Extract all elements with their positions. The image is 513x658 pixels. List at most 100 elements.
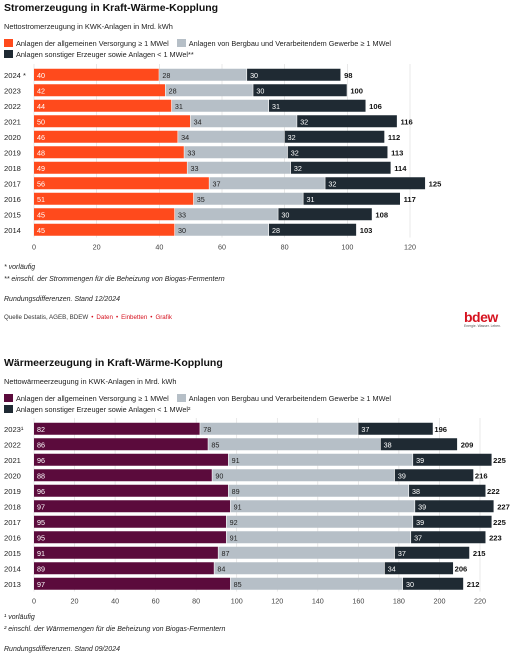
- waerme-bar-segment-1[interactable]: [34, 546, 218, 559]
- waerme-bar-segment-3[interactable]: [409, 484, 486, 497]
- waerme-bar-segment-3[interactable]: [394, 469, 474, 482]
- strom-bar-value-label: 28: [272, 226, 280, 235]
- strom-bar-segment-1[interactable]: [34, 99, 172, 112]
- waerme-bar-value-label: 90: [215, 471, 223, 480]
- link-daten[interactable]: Daten: [96, 314, 113, 321]
- strom-y-category-label: 2018: [4, 164, 21, 173]
- waerme-bar-segment-3[interactable]: [384, 562, 454, 575]
- link-grafik[interactable]: Grafik: [155, 314, 172, 321]
- strom-bar-value-label: 32: [288, 133, 296, 142]
- strom-legend-item-bergbau[interactable]: Anlagen von Bergbau und Verarbeitendem G…: [176, 38, 392, 49]
- strom-bar-segment-3[interactable]: [278, 208, 372, 221]
- strom-bar-segment-1[interactable]: [34, 161, 187, 174]
- strom-bar-segment-2[interactable]: [187, 161, 291, 174]
- strom-bar-segment-1[interactable]: [34, 146, 184, 159]
- strom-bar-segment-1[interactable]: [34, 84, 165, 97]
- waerme-bar-segment-1[interactable]: [34, 453, 229, 466]
- waerme-legend-item-versorgung[interactable]: Anlagen der allgemeinen Versorgung ≥ 1 M…: [4, 393, 169, 404]
- strom-legend-item-versorgung[interactable]: Anlagen der allgemeinen Versorgung ≥ 1 M…: [4, 38, 169, 49]
- strom-bar-segment-3[interactable]: [297, 115, 397, 128]
- waerme-bar-segment-1[interactable]: [34, 515, 226, 528]
- strom-bar-segment-2[interactable]: [175, 208, 278, 221]
- strom-bar-segment-2[interactable]: [165, 84, 253, 97]
- waerme-bar-segment-2[interactable]: [228, 484, 409, 497]
- waerme-bar-segment-3[interactable]: [394, 546, 470, 559]
- strom-bar-segment-3[interactable]: [269, 223, 357, 236]
- waerme-bar-segment-3[interactable]: [413, 453, 492, 466]
- strom-total-label: 112: [388, 133, 400, 142]
- strom-bar-value-label: 46: [37, 133, 45, 142]
- waerme-bar-segment-3[interactable]: [402, 577, 464, 590]
- strom-bar-segment-3[interactable]: [253, 84, 347, 97]
- strom-x-tick-label: 100: [341, 243, 353, 252]
- strom-bar-segment-3[interactable]: [269, 99, 366, 112]
- waerme-bar-segment-1[interactable]: [34, 438, 208, 451]
- waerme-bar-segment-3[interactable]: [411, 531, 486, 544]
- strom-bar-value-label: 50: [37, 117, 45, 126]
- strom-bar-segment-2[interactable]: [209, 177, 325, 190]
- link-einbetten[interactable]: Einbetten: [121, 314, 148, 321]
- waerme-chart-svg: 0 20 40 60 80 100 120 140 160 180 200 220 2023¹ 82 78 3…: [4, 418, 510, 606]
- strom-bar-segment-1[interactable]: [34, 115, 191, 128]
- waerme-bar-segment-2[interactable]: [214, 562, 385, 575]
- waerme-bar-segment-3[interactable]: [380, 438, 458, 451]
- strom-bar-segment-2[interactable]: [190, 115, 297, 128]
- waerme-legend-item-sonstige[interactable]: Anlagen sonstiger Erzeuger sowie Anlagen…: [4, 404, 190, 415]
- strom-legend-item-sonstige[interactable]: Anlagen sonstiger Erzeuger sowie Anlagen…: [4, 49, 194, 60]
- waerme-bar-segment-3[interactable]: [358, 422, 433, 435]
- waerme-bar-value-label: 88: [37, 471, 45, 480]
- waerme-x-tick-label: 160: [352, 597, 364, 606]
- strom-bar-segment-3[interactable]: [247, 68, 341, 81]
- strom-bar-segment-1[interactable]: [34, 192, 194, 205]
- waerme-bar-value-label: 97: [37, 502, 45, 511]
- legend-swatch: [176, 39, 186, 47]
- strom-bar-segment-2[interactable]: [193, 192, 303, 205]
- strom-bar-segment-1[interactable]: [34, 177, 209, 190]
- strom-bar-segment-2[interactable]: [184, 146, 288, 159]
- strom-bar-value-label: 33: [187, 148, 195, 157]
- waerme-bar-value-label: 39: [416, 456, 424, 465]
- bdew-logo[interactable]: bdew Energie. Wasser. Leben.: [464, 310, 508, 330]
- waerme-bar-segment-1[interactable]: [34, 469, 212, 482]
- waerme-bar-segment-1[interactable]: [34, 484, 229, 497]
- waerme-bar-segment-1[interactable]: [34, 500, 231, 513]
- waerme-bar-segment-1[interactable]: [34, 531, 226, 544]
- waerme-bar-segment-1[interactable]: [34, 562, 214, 575]
- strom-bar-segment-1[interactable]: [34, 130, 178, 143]
- strom-bar-segment-2[interactable]: [178, 130, 285, 143]
- legend-label: Anlagen von Bergbau und Verarbeitendem G…: [188, 39, 392, 48]
- strom-bar-value-label: 40: [37, 71, 45, 80]
- strom-bar-segment-3[interactable]: [325, 177, 426, 190]
- waerme-bar-value-label: 87: [221, 549, 229, 558]
- strom-bar-segment-1[interactable]: [34, 208, 175, 221]
- waerme-bar-segment-2[interactable]: [230, 500, 415, 513]
- strom-bar-value-label: 28: [169, 86, 177, 95]
- waerme-bar-segment-3[interactable]: [415, 500, 494, 513]
- waerme-bar-segment-2[interactable]: [212, 469, 395, 482]
- strom-bar-segment-3[interactable]: [303, 192, 400, 205]
- waerme-bar-segment-2[interactable]: [226, 515, 413, 528]
- strom-bar-segment-2[interactable]: [159, 68, 247, 81]
- waerme-bar-segment-2[interactable]: [230, 577, 403, 590]
- waerme-bar-segment-2[interactable]: [226, 531, 411, 544]
- strom-bar-segment-3[interactable]: [284, 130, 385, 143]
- strom-bar-segment-2[interactable]: [175, 223, 269, 236]
- waerme-bar-segment-2[interactable]: [228, 453, 413, 466]
- waerme-bar-segment-2[interactable]: [200, 422, 358, 435]
- strom-bar-segment-1[interactable]: [34, 223, 175, 236]
- waerme-bar-segment-1[interactable]: [34, 422, 200, 435]
- waerme-legend-item-bergbau[interactable]: Anlagen von Bergbau und Verarbeitendem G…: [176, 393, 391, 404]
- strom-bar-segment-3[interactable]: [287, 146, 388, 159]
- waerme-bar-segment-2[interactable]: [218, 546, 395, 559]
- waerme-bar-segment-3[interactable]: [413, 515, 492, 528]
- waerme-bar-value-label: 38: [384, 440, 392, 449]
- strom-bar-value-label: 35: [197, 195, 205, 204]
- strom-bar-segment-2[interactable]: [171, 99, 269, 112]
- strom-bar-segment-3[interactable]: [290, 161, 391, 174]
- waerme-x-tick-label: 100: [231, 597, 243, 606]
- waerme-bar-segment-2[interactable]: [208, 438, 381, 451]
- waerme-y-category-label: 2021: [4, 456, 21, 465]
- waerme-bar-segment-1[interactable]: [34, 577, 231, 590]
- strom-bar-segment-1[interactable]: [34, 68, 159, 81]
